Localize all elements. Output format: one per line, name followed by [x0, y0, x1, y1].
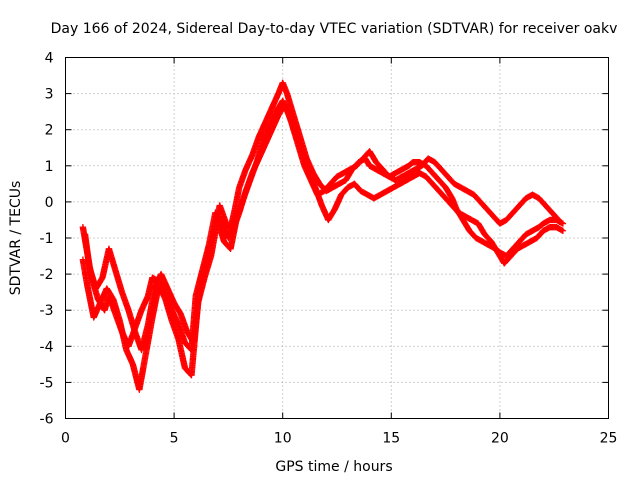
y-axis-label: SDTVAR / TECUs: [8, 181, 24, 296]
chart-title: Day 166 of 2024, Sidereal Day-to-day VTE…: [51, 21, 618, 37]
data-point: [559, 227, 567, 234]
y-tick-label: -4: [40, 339, 54, 355]
y-tick-label: 3: [45, 87, 54, 103]
x-tick-label: 0: [61, 431, 70, 447]
x-axis-label: GPS time / hours: [275, 459, 392, 475]
x-tick-label: 15: [382, 431, 400, 447]
y-tick-label: -2: [40, 267, 54, 283]
y-tick-label: -3: [40, 303, 54, 319]
y-tick-label: 0: [45, 195, 54, 211]
data-points: [79, 79, 567, 393]
y-tick-label: 4: [45, 51, 54, 67]
y-tick-label: -6: [40, 412, 54, 428]
data-point: [555, 216, 562, 224]
grid-lines: [65, 57, 609, 419]
y-tick-label: -5: [40, 375, 54, 391]
y-tick-label: 1: [45, 159, 54, 175]
x-tick-label: 25: [600, 431, 618, 447]
data-point: [554, 215, 561, 223]
y-tick-label: 2: [45, 123, 54, 139]
x-tick-label: 10: [274, 431, 292, 447]
x-tick-label: 20: [491, 431, 509, 447]
data-point: [559, 220, 567, 227]
series-track-c: [81, 101, 562, 354]
axis-ticks: 0 5 10 15 20 25 -6 -5 -4 -3 -2 -1 0 1 2 3 4: [40, 51, 618, 447]
y-tick-label: -1: [40, 231, 54, 247]
series-track-b: [79, 97, 567, 393]
x-tick-label: 5: [170, 431, 179, 447]
